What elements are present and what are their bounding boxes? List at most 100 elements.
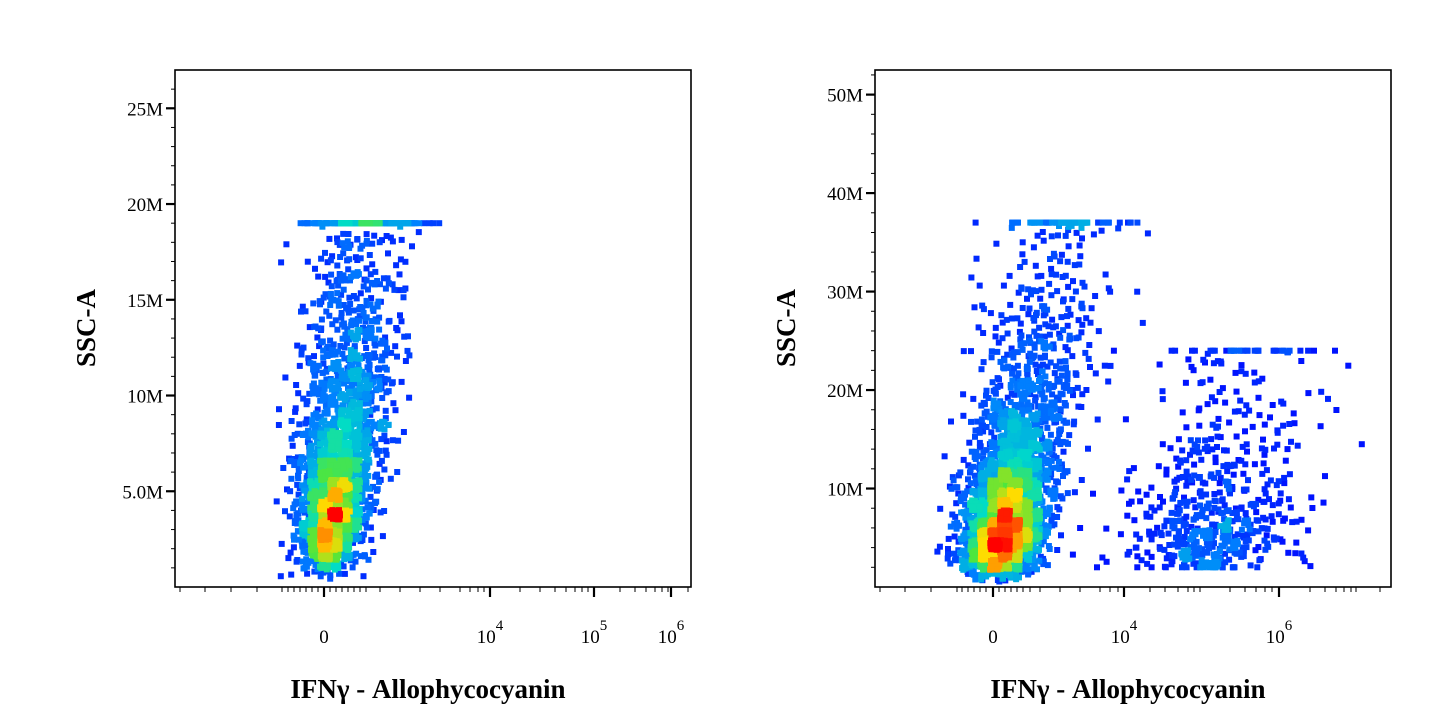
data-point — [1014, 500, 1021, 507]
data-point — [324, 440, 331, 447]
data-point — [1041, 341, 1048, 348]
data-point — [376, 386, 383, 393]
data-point — [1033, 309, 1040, 316]
data-point — [1107, 288, 1114, 295]
data-point — [304, 220, 311, 227]
data-point — [303, 563, 310, 570]
data-point — [426, 220, 433, 227]
data-point — [338, 367, 344, 374]
data-point — [342, 422, 348, 429]
data-point — [993, 240, 1000, 247]
data-point — [333, 378, 339, 385]
data-point — [1021, 546, 1028, 553]
data-point — [320, 354, 327, 361]
data-point — [1026, 427, 1033, 434]
data-point — [1007, 461, 1014, 468]
data-point — [296, 362, 303, 369]
data-point — [960, 509, 967, 516]
data-point — [1070, 392, 1076, 399]
data-point — [356, 400, 363, 407]
data-point — [307, 493, 314, 500]
data-point — [299, 506, 306, 513]
data-point — [984, 467, 991, 474]
data-point — [1067, 311, 1074, 318]
data-point — [1000, 491, 1007, 498]
data-point — [314, 406, 321, 413]
data-point — [368, 418, 375, 425]
data-point — [359, 433, 366, 440]
data-point — [333, 469, 340, 476]
data-point — [341, 375, 348, 381]
data-point — [314, 421, 321, 428]
data-point — [1045, 386, 1052, 393]
data-point — [324, 427, 330, 434]
data-point — [308, 430, 315, 437]
data-point — [409, 243, 415, 250]
data-point — [319, 223, 326, 230]
data-point — [998, 409, 1005, 416]
data-point — [1036, 526, 1043, 533]
data-point — [315, 273, 322, 280]
data-point — [1134, 219, 1141, 226]
data-point — [1079, 391, 1086, 398]
data-point — [971, 472, 978, 479]
data-point — [1065, 305, 1072, 312]
data-point — [1007, 301, 1014, 308]
data-point — [313, 545, 320, 552]
data-point — [362, 481, 369, 488]
data-point — [283, 241, 290, 248]
data-point — [1025, 383, 1032, 390]
data-point — [1014, 386, 1021, 393]
data-point — [947, 523, 954, 530]
data-point — [316, 298, 323, 305]
data-point — [1078, 224, 1085, 231]
data-point — [311, 532, 318, 539]
data-point — [342, 497, 349, 504]
data-point — [377, 422, 384, 429]
data-point — [1041, 354, 1048, 361]
data-point — [1056, 431, 1063, 437]
data-point — [1008, 409, 1014, 416]
data-point — [998, 450, 1005, 457]
data-point — [1025, 484, 1032, 490]
data-point — [1040, 305, 1047, 312]
data-point — [333, 515, 340, 522]
data-point — [1064, 490, 1071, 497]
data-point — [1042, 321, 1049, 328]
data-point — [1102, 271, 1109, 278]
data-point — [996, 376, 1002, 383]
data-point — [1009, 377, 1016, 384]
data-point — [382, 285, 389, 292]
data-point — [342, 426, 349, 433]
data-point — [326, 530, 333, 537]
data-point — [362, 318, 369, 325]
data-point — [339, 240, 346, 247]
data-point — [990, 416, 997, 423]
data-point — [327, 302, 334, 308]
data-point — [364, 424, 370, 430]
data-point — [359, 537, 366, 543]
data-point — [1065, 243, 1072, 250]
data-point — [980, 428, 987, 435]
data-point — [312, 523, 319, 530]
data-point — [356, 477, 363, 484]
data-point — [326, 351, 333, 358]
data-point — [1012, 411, 1019, 418]
data-point — [993, 497, 1000, 504]
data-point — [339, 380, 346, 387]
data-point — [1065, 283, 1072, 290]
data-point — [1044, 363, 1051, 370]
data-point — [275, 422, 282, 428]
data-point — [992, 324, 999, 331]
data-point — [356, 510, 363, 517]
data-point — [963, 530, 970, 537]
data-point — [379, 418, 386, 425]
data-point — [355, 371, 362, 378]
data-point — [1008, 224, 1015, 231]
data-point — [1030, 244, 1037, 251]
data-point — [360, 283, 367, 290]
data-point — [381, 508, 388, 514]
data-point — [368, 536, 375, 543]
data-point — [944, 555, 951, 562]
data-point — [996, 578, 1003, 585]
